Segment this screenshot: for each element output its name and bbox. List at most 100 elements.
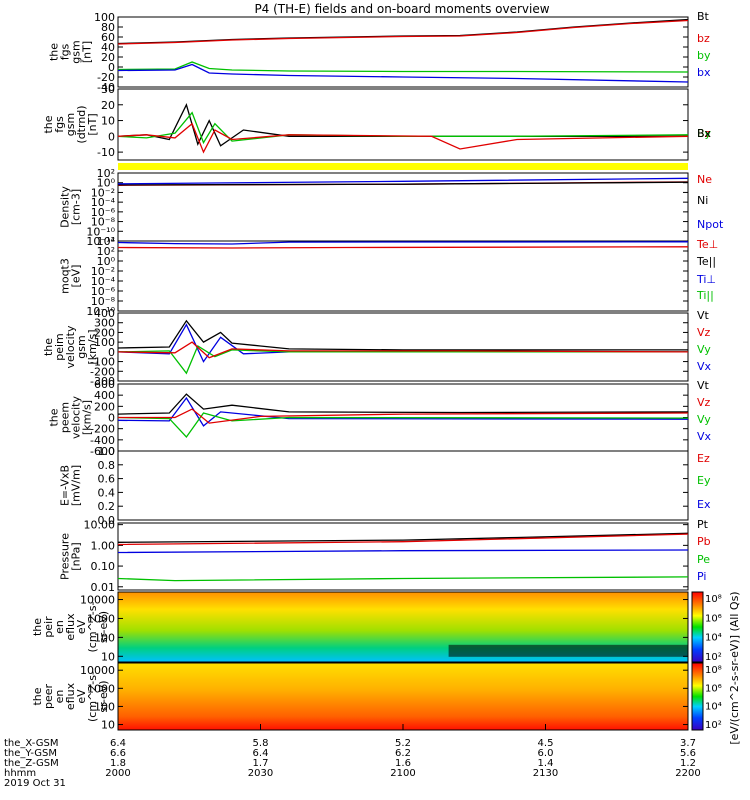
- legend-entry-Te||: Te||: [696, 255, 716, 268]
- x-tick-label: 1.4: [538, 758, 554, 769]
- y-axis-label-line: [nPa]: [70, 542, 83, 570]
- series-line-Vx: [117, 323, 688, 363]
- x-tick-label: 6.0: [538, 748, 554, 759]
- y-tick-label: 0.6: [98, 473, 116, 486]
- colorbar-tick-label: 10⁶: [705, 613, 722, 624]
- y-tick-label: 100: [94, 700, 115, 713]
- y-axis-label-line: gsm: [70, 40, 83, 63]
- y-tick-label: 1000: [87, 682, 115, 695]
- panel-7: 1.00.80.60.40.20.0 E=-VxB[mV/m] Ez Ey Ex: [59, 445, 711, 527]
- x-tick-label: 1.2: [680, 758, 696, 769]
- y-tick-label: 400: [94, 307, 115, 320]
- y-axis-label-line: velocity: [64, 325, 77, 368]
- x-tick-label: 5.8: [253, 738, 269, 749]
- y-axis-label-line: moqt3: [59, 258, 72, 294]
- y-tick-label: 20: [101, 99, 115, 112]
- y-tick-label: 0: [108, 61, 115, 74]
- y-tick-label: 100: [94, 631, 115, 644]
- x-tick-label: 2000: [105, 768, 130, 779]
- y-tick-label: -40: [97, 81, 115, 94]
- colorbar-tick-label: 10⁶: [705, 683, 722, 694]
- x-row-label: 2019 Oct 31: [4, 778, 66, 789]
- legend-entry-Bt: Bt: [697, 10, 710, 23]
- y-tick-label: 10²: [97, 167, 115, 180]
- legend-entry-Ni: Ni: [697, 194, 708, 207]
- x-tick-label: 6.4: [253, 748, 269, 759]
- y-tick-label: 10⁻²: [91, 265, 115, 278]
- y-tick-label: 10.00: [84, 519, 116, 532]
- y-axis-label-line: peem: [59, 402, 72, 433]
- panel-4: 10⁴10²10⁰10⁻²10⁻⁴10⁻⁶10⁻⁸10⁻¹⁰moqt3[eV]T…: [59, 235, 719, 318]
- y-tick-label: 200: [94, 326, 115, 339]
- y-axis-label-line: [nT]: [81, 41, 94, 63]
- series-line-bz: [117, 19, 689, 45]
- x-row-label: hhmm: [4, 768, 36, 779]
- y-tick-label: 0.10: [91, 560, 116, 573]
- y-tick-label: -600: [90, 445, 115, 458]
- y-axis-label-line: [km/s]: [81, 400, 94, 435]
- spectrogram-noise-band: [448, 644, 688, 657]
- legend-entry-Ez: Ez: [697, 452, 710, 465]
- legend-entry-by: by: [697, 49, 711, 62]
- y-tick-label: 0.01: [91, 581, 116, 594]
- legend-entry-Vy: Vy: [697, 343, 711, 356]
- y-tick-label: 10: [101, 719, 115, 732]
- legend-entry-Vt: Vt: [697, 379, 710, 392]
- spectrogram: [118, 663, 688, 730]
- y-axis-label-line: velocity: [70, 396, 83, 439]
- series-line-Ni: [117, 181, 689, 186]
- y-tick-label: 10000: [80, 664, 115, 677]
- y-axis-label: moqt3[eV]: [59, 258, 83, 294]
- legend-entry-Ex: Ex: [697, 498, 711, 511]
- x-tick-label: 1.7: [253, 758, 269, 769]
- y-tick-label: 300: [94, 317, 115, 330]
- panel-frame: [117, 591, 689, 663]
- y-tick-label: 0.2: [98, 500, 116, 513]
- x-tick-label: 5.2: [395, 738, 411, 749]
- y-tick-label: 10⁻¹²: [86, 235, 115, 248]
- y-axis-label-line: peer: [42, 684, 55, 710]
- panel-9: 10000100010010thepeirenefluxeV(cm^2-s-sr…: [31, 591, 722, 663]
- y-tick-label: -400: [90, 434, 115, 447]
- legend-entry-Pe: Pe: [697, 553, 710, 566]
- y-axis-label-line: fgs: [59, 43, 72, 60]
- colorbar: [691, 662, 704, 731]
- y-axis-label-line: eflux: [64, 682, 77, 710]
- legend-entry-Te⊥: Te⊥: [696, 238, 718, 251]
- legend-entry-Vz: Vz: [697, 396, 711, 409]
- series-line-Vz: [117, 341, 689, 359]
- y-tick-label: 0: [108, 346, 115, 359]
- y-axis-label-line: eflux: [64, 613, 77, 641]
- y-tick-label: 0: [108, 130, 115, 143]
- x-tick-label: 1.6: [395, 758, 411, 769]
- series-line-Pe: [117, 576, 689, 582]
- legend-entry-Ne: Ne: [697, 173, 712, 186]
- colorbar-tick-label: 10²: [705, 652, 722, 663]
- legend-entry-bx: bx: [697, 66, 711, 79]
- y-tick-label: 100: [94, 336, 115, 349]
- y-axis-label-line: sr-eV): [97, 611, 110, 643]
- x-row-label: the_X-GSM: [4, 738, 58, 749]
- legend-entry-Pb: Pb: [697, 535, 711, 548]
- series-line-Vt: [117, 319, 688, 351]
- x-tick-label: 6.4: [110, 738, 126, 749]
- y-axis-label-line: [nT]: [86, 113, 99, 135]
- series-line-Pi: [117, 549, 689, 554]
- y-axis-label-line: the: [31, 618, 44, 636]
- y-axis-label-line: E=-VxB: [59, 465, 72, 506]
- y-tick-label: 10⁻⁶: [91, 206, 116, 219]
- series-line-Bz: [117, 103, 688, 147]
- y-tick-label: 10⁻⁶: [91, 285, 116, 298]
- series-line-By: [117, 111, 689, 145]
- panel-8: 10.00 1.00 0.10 0.01 Pressure[nPa] Pt Pb Pe Pi: [59, 518, 711, 594]
- y-axis-label-line: (dtrnd): [75, 105, 88, 143]
- legend-entry-Pt: Pt: [697, 518, 709, 531]
- series-line-Vx: [117, 396, 689, 427]
- x-row-label: the_Z-GSM: [4, 758, 59, 769]
- colorbar-tick-label: 10⁸: [705, 594, 722, 605]
- legend-entry-Ey: Ey: [697, 474, 711, 487]
